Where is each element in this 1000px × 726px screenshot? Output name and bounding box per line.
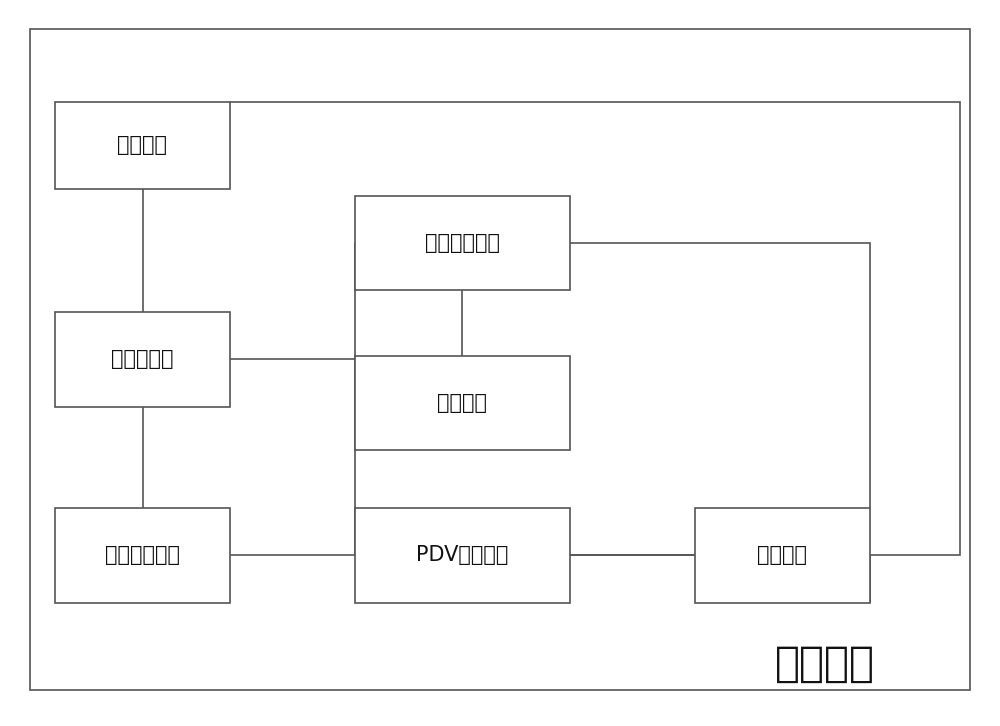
- Bar: [355, 508, 570, 603]
- Text: 温度测试模块: 温度测试模块: [105, 545, 180, 566]
- Text: 压力测试模块: 压力测试模块: [425, 233, 500, 253]
- Bar: [55, 102, 230, 189]
- Text: 处理模块: 处理模块: [758, 545, 808, 566]
- Text: 烤燃试验弹: 烤燃试验弹: [111, 349, 174, 370]
- Bar: [355, 356, 570, 450]
- Text: 加热模块: 加热模块: [118, 135, 168, 155]
- Text: 测试系统: 测试系统: [775, 643, 875, 685]
- Bar: [55, 508, 230, 603]
- Bar: [355, 196, 570, 290]
- Bar: [55, 312, 230, 407]
- Text: PDV测试模块: PDV测试模块: [416, 545, 509, 566]
- Text: 冷却模块: 冷却模块: [437, 393, 487, 413]
- Bar: [695, 508, 870, 603]
